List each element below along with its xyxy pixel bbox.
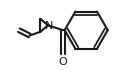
Text: O: O bbox=[59, 57, 67, 67]
Text: N: N bbox=[45, 21, 54, 31]
